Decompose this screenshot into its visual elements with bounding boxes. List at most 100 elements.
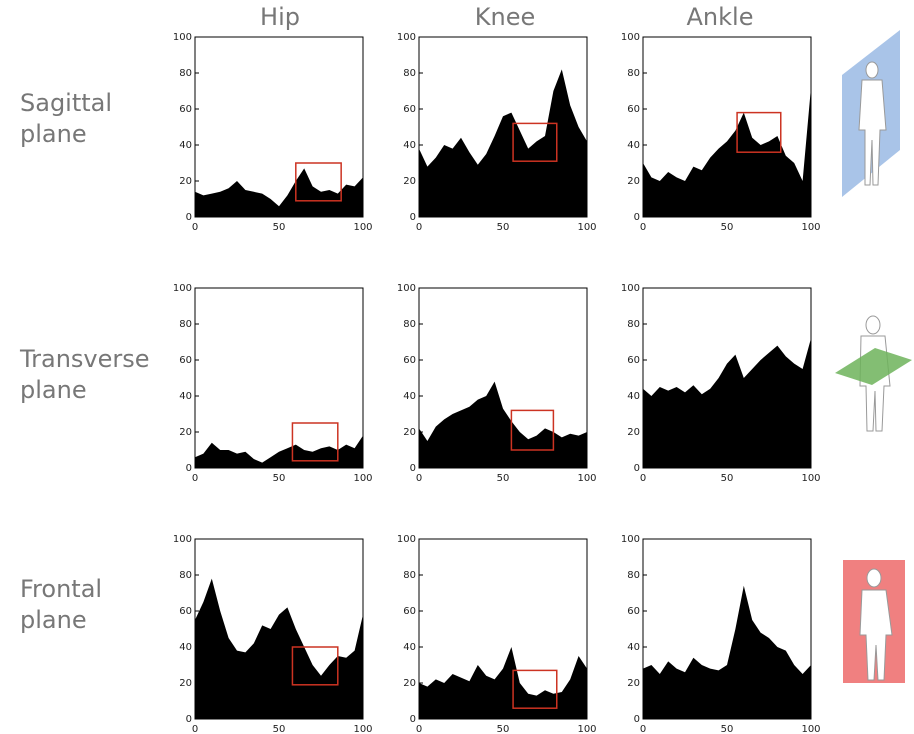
x-tick-label: 0 xyxy=(640,473,646,484)
area xyxy=(195,168,363,217)
highlight-box xyxy=(736,111,782,153)
highlight-box xyxy=(510,409,555,451)
y-tick-label: 80 xyxy=(627,68,640,79)
highlight-box xyxy=(512,669,558,709)
x-tick-label: 50 xyxy=(273,222,286,233)
column-header: Ankle xyxy=(687,3,754,31)
area xyxy=(643,87,811,218)
x-tick-label: 0 xyxy=(640,724,646,734)
y-tick-label: 0 xyxy=(634,463,640,474)
area xyxy=(419,647,587,719)
x-tick-label: 100 xyxy=(353,222,372,233)
row-label: Transverse plane xyxy=(20,345,150,404)
y-tick-label: 60 xyxy=(403,104,416,115)
y-tick-label: 20 xyxy=(627,427,640,438)
y-tick-label: 20 xyxy=(403,678,416,689)
y-tick-label: 60 xyxy=(627,104,640,115)
y-tick-label: 100 xyxy=(397,283,416,294)
y-tick-label: 0 xyxy=(410,463,416,474)
y-tick-label: 80 xyxy=(179,570,192,581)
area xyxy=(643,338,811,468)
y-tick-label: 40 xyxy=(179,140,192,151)
y-tick-label: 20 xyxy=(627,678,640,689)
y-tick-label: 60 xyxy=(403,606,416,617)
x-tick-label: 100 xyxy=(577,473,596,484)
y-tick-label: 40 xyxy=(403,140,416,151)
y-tick-label: 40 xyxy=(627,140,640,151)
sagittal-icon xyxy=(842,30,900,197)
x-tick-label: 100 xyxy=(801,724,820,734)
y-tick-label: 100 xyxy=(621,283,640,294)
y-tick-label: 60 xyxy=(627,606,640,617)
y-tick-label: 60 xyxy=(179,355,192,366)
y-tick-label: 0 xyxy=(634,714,640,725)
area xyxy=(195,578,363,719)
highlight-box xyxy=(295,162,342,202)
y-tick-label: 20 xyxy=(403,427,416,438)
y-tick-label: 40 xyxy=(403,642,416,653)
y-tick-label: 60 xyxy=(179,606,192,617)
x-tick-label: 50 xyxy=(497,222,510,233)
y-tick-label: 100 xyxy=(397,32,416,43)
x-tick-label: 0 xyxy=(416,222,422,233)
x-tick-label: 50 xyxy=(273,473,286,484)
y-tick-label: 100 xyxy=(621,534,640,545)
y-tick-label: 100 xyxy=(173,283,192,294)
area xyxy=(195,435,363,468)
x-tick-label: 0 xyxy=(640,222,646,233)
y-tick-label: 80 xyxy=(179,68,192,79)
x-tick-label: 100 xyxy=(801,473,820,484)
x-tick-label: 0 xyxy=(416,724,422,734)
x-tick-label: 50 xyxy=(497,724,510,734)
y-tick-label: 80 xyxy=(627,570,640,581)
y-tick-label: 0 xyxy=(634,212,640,223)
y-tick-label: 20 xyxy=(627,176,640,187)
area xyxy=(643,585,811,719)
y-tick-label: 40 xyxy=(179,642,192,653)
x-tick-label: 100 xyxy=(353,724,372,734)
area xyxy=(419,381,587,468)
y-tick-label: 100 xyxy=(173,534,192,545)
x-tick-label: 50 xyxy=(497,473,510,484)
frontal-icon xyxy=(843,560,905,683)
x-tick-label: 50 xyxy=(721,222,734,233)
highlight-box xyxy=(291,422,339,462)
y-tick-label: 80 xyxy=(403,68,416,79)
x-tick-label: 0 xyxy=(192,222,198,233)
x-tick-label: 50 xyxy=(721,473,734,484)
y-tick-label: 20 xyxy=(179,678,192,689)
y-tick-label: 80 xyxy=(627,319,640,330)
transverse-icon xyxy=(835,315,912,432)
highlight-box xyxy=(291,646,339,686)
y-tick-label: 80 xyxy=(403,570,416,581)
y-tick-label: 100 xyxy=(173,32,192,43)
x-tick-label: 100 xyxy=(353,473,372,484)
y-tick-label: 40 xyxy=(627,642,640,653)
y-tick-label: 60 xyxy=(627,355,640,366)
y-tick-label: 100 xyxy=(397,534,416,545)
y-tick-label: 20 xyxy=(179,427,192,438)
column-header: Knee xyxy=(475,3,535,31)
y-tick-label: 40 xyxy=(179,391,192,402)
y-tick-label: 0 xyxy=(186,463,192,474)
x-tick-label: 0 xyxy=(416,473,422,484)
y-tick-label: 40 xyxy=(403,391,416,402)
y-tick-label: 60 xyxy=(403,355,416,366)
y-tick-label: 60 xyxy=(179,104,192,115)
y-tick-label: 0 xyxy=(186,212,192,223)
x-tick-label: 0 xyxy=(192,724,198,734)
row-label: Frontal plane xyxy=(20,575,103,634)
area xyxy=(419,69,587,218)
x-tick-label: 50 xyxy=(273,724,286,734)
y-tick-label: 80 xyxy=(179,319,192,330)
y-tick-label: 40 xyxy=(627,391,640,402)
plot-frame xyxy=(194,36,364,218)
highlight-box xyxy=(512,122,558,162)
y-tick-label: 0 xyxy=(410,212,416,223)
column-header: Hip xyxy=(260,3,300,31)
x-tick-label: 100 xyxy=(577,222,596,233)
x-tick-label: 0 xyxy=(192,473,198,484)
x-tick-label: 50 xyxy=(721,724,734,734)
y-tick-label: 80 xyxy=(403,319,416,330)
